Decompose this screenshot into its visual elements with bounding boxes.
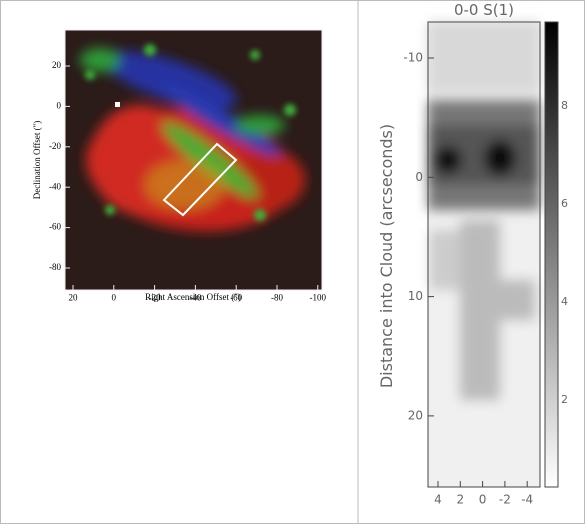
y-tick-label: 0	[57, 100, 62, 110]
y-axis-label: Declination Offset (")	[32, 121, 42, 199]
y-tick-label: -20	[49, 141, 61, 151]
x-axis-label: Right Ascension Offset (")	[145, 292, 241, 302]
x-tick-label: -100	[310, 292, 327, 302]
colorbar-tick-label: 4	[561, 295, 568, 308]
colorbar-tick-label: 2	[561, 393, 568, 406]
y-tick-label: 10	[408, 289, 423, 303]
y-axis-label: Distance into Cloud (arcseconds)	[377, 124, 396, 388]
x-tick-label: -4	[521, 493, 533, 507]
x-tick-label: 20	[69, 292, 79, 302]
right-image	[427, 21, 559, 488]
left-image	[64, 29, 323, 291]
y-tick-label: 0	[415, 170, 423, 184]
colorbar-tick-label: 8	[561, 99, 568, 112]
x-tick-label: 2	[456, 493, 464, 507]
colorbar-tick-label: 6	[561, 197, 568, 210]
x-tick-label: -2	[499, 493, 511, 507]
y-tick-label: 20	[52, 60, 62, 70]
x-tick-label: -40	[189, 292, 201, 302]
x-tick-label: 4	[434, 493, 442, 507]
y-tick-label: -40	[49, 181, 61, 191]
y-tick-label: -80	[49, 262, 61, 272]
y-tick-label: -10	[403, 51, 423, 65]
panel-title: 0-0 S(1)	[454, 1, 514, 19]
y-tick-label: 20	[408, 408, 423, 422]
x-tick-label: -20	[149, 292, 161, 302]
x-tick-label: -60	[230, 292, 242, 302]
y-tick-label: -60	[49, 222, 61, 232]
x-tick-label: 0	[112, 292, 117, 302]
x-tick-label: -80	[271, 292, 283, 302]
x-tick-label: 0	[479, 493, 487, 507]
